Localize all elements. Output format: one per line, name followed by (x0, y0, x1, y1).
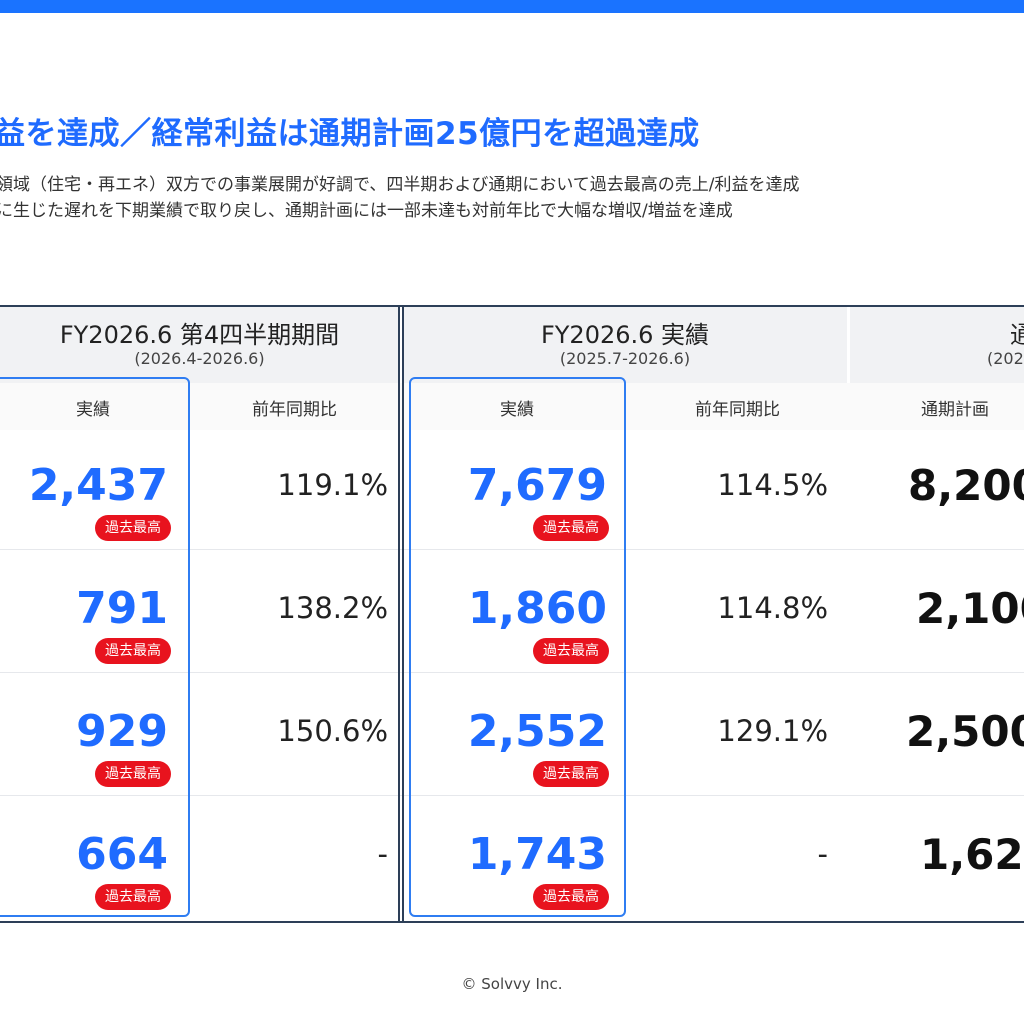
table-bottom-border (0, 921, 1024, 923)
fy-actual-value: 2,552 (467, 706, 607, 757)
row-divider (0, 549, 1024, 550)
record-high-badge: 過去最高 (95, 884, 171, 910)
subheader-row (0, 383, 1024, 430)
col-label-fy-yoy: 前年同期比 (695, 400, 780, 420)
record-high-badge: 過去最高 (95, 761, 171, 787)
q4-yoy-value: 150.6% (277, 714, 388, 748)
q4-actual-value: 791 (76, 583, 168, 634)
fy-yoy-value: 114.8% (717, 591, 828, 625)
group-title-q4: FY2026.6 第4四半期期間 (59, 321, 340, 349)
group-header-q4: FY2026.6 第4四半期期間 (2026.4-2026.6) (0, 307, 399, 383)
subtext-line-1: 領域（住宅・再エネ）双方での事業展開が好調で、四半期および通期において過去最高の… (0, 175, 800, 195)
plan-value: 2,100 (916, 584, 1024, 633)
results-table: FY2026.6 第4四半期期間 (2026.4-2026.6) FY2026.… (0, 305, 1024, 923)
group-range-plan: (202 (987, 349, 1024, 368)
highlight-box-fy-actual (409, 377, 626, 917)
plan-value: 2,500 (906, 707, 1024, 756)
plan-value: 8,200 (908, 461, 1024, 510)
record-high-badge: 過去最高 (533, 638, 609, 664)
group-header-plan: 通 (202 (850, 307, 1024, 383)
q4-actual-value: 664 (76, 829, 168, 880)
row-divider (0, 795, 1024, 796)
subtext-line-2: に生じた遅れを下期業績で取り戻し、通期計画には一部未達も対前年比で大幅な増収/増… (0, 201, 733, 221)
fy-actual-value: 1,743 (467, 829, 607, 880)
q4-actual-value: 929 (76, 706, 168, 757)
column-divider (398, 305, 400, 923)
fy-actual-value: 1,860 (467, 583, 607, 634)
group-title-fy: FY2026.6 実績 (540, 321, 710, 349)
col-label-q4-yoy: 前年同期比 (252, 400, 337, 420)
plan-value: 1,625 (920, 830, 1024, 879)
col-label-fy-actual: 実績 (500, 400, 534, 420)
q4-yoy-value: 138.2% (277, 591, 388, 625)
record-high-badge: 過去最高 (95, 638, 171, 664)
q4-yoy-value: 119.1% (277, 468, 388, 502)
group-title-plan: 通 (1010, 321, 1024, 349)
q4-actual-value: 2,437 (28, 460, 168, 511)
record-high-badge: 過去最高 (533, 515, 609, 541)
fy-yoy-value: - (817, 837, 828, 871)
group-header-fy: FY2026.6 実績 (2025.7-2026.6) (403, 307, 847, 383)
record-high-badge: 過去最高 (533, 884, 609, 910)
record-high-badge: 過去最高 (533, 761, 609, 787)
fy-actual-value: 7,679 (467, 460, 607, 511)
group-range-fy: (2025.7-2026.6) (559, 349, 691, 368)
highlight-box-q4-actual (0, 377, 190, 917)
record-high-badge: 過去最高 (95, 515, 171, 541)
fy-yoy-value: 114.5% (717, 468, 828, 502)
col-label-q4-actual: 実績 (76, 400, 110, 420)
top-accent-bar (0, 0, 1024, 13)
col-label-plan: 通期計画 (921, 400, 989, 420)
group-range-q4: (2026.4-2026.6) (134, 349, 265, 368)
copyright-footer: © Solvvy Inc. (461, 975, 563, 993)
row-divider (0, 672, 1024, 673)
fy-yoy-value: 129.1% (717, 714, 828, 748)
column-divider (402, 305, 404, 923)
headline: 益を達成／経常利益は通期計画25億円を超過達成 (0, 116, 700, 152)
q4-yoy-value: - (377, 837, 388, 871)
table-top-border (0, 305, 1024, 307)
